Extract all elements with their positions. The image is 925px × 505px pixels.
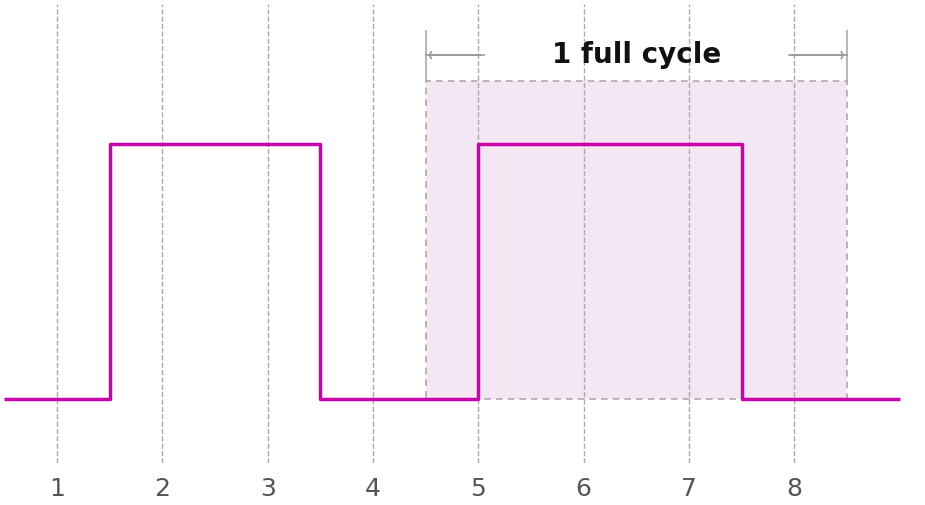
Text: 1 full cycle: 1 full cycle xyxy=(551,41,721,69)
Bar xyxy=(426,81,847,399)
Bar xyxy=(426,81,847,399)
